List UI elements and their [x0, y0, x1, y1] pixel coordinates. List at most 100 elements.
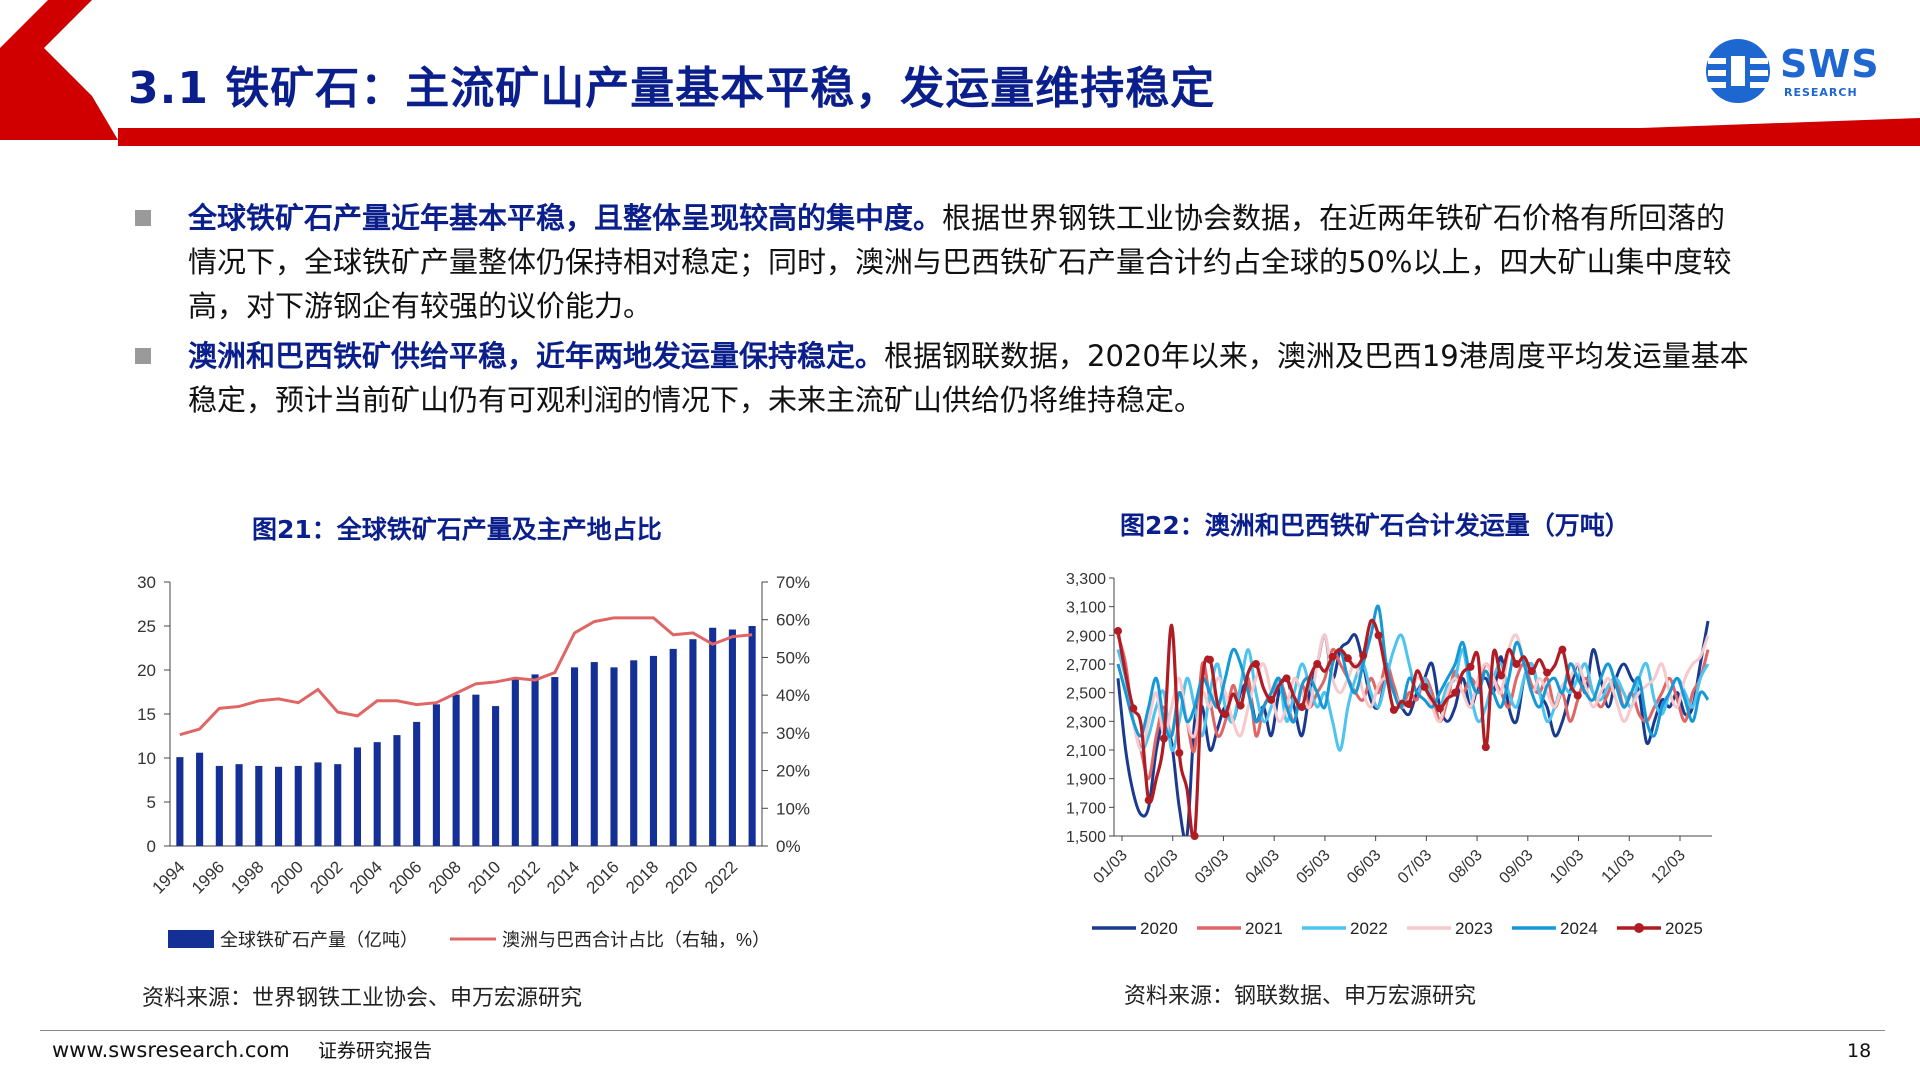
bullet-item: 澳洲和巴西铁矿供给平稳，近年两地发运量保持稳定。根据钢联数据，2020年以来，澳…: [132, 334, 1752, 422]
legend-label-2025: 2025: [1665, 919, 1703, 938]
x-tick-label: 2000: [267, 857, 307, 897]
y-tick-label: 2,300: [1066, 714, 1106, 731]
x-tick-label: 04/03: [1243, 847, 1283, 887]
series-point-2025: [1527, 667, 1536, 676]
production-bar: [452, 694, 460, 846]
x-tick-label: 05/03: [1293, 847, 1333, 887]
production-bar: [689, 639, 697, 846]
x-tick-label: 1994: [149, 857, 189, 897]
production-bar: [570, 667, 579, 846]
x-tick-label: 03/03: [1192, 847, 1232, 887]
series-line-2020: [1116, 620, 1710, 836]
series-point-2025: [1359, 651, 1368, 660]
fig21-title: 图21：全球铁矿石产量及主产地占比: [252, 515, 662, 544]
y-tick-label: 2,700: [1066, 657, 1106, 674]
series-point-2025: [1175, 748, 1184, 757]
series-point-2025: [1374, 631, 1383, 640]
series-point-2025: [1420, 682, 1429, 691]
production-bar: [215, 765, 223, 846]
x-tick-label: 2010: [464, 857, 504, 897]
series-point-2025: [1558, 645, 1567, 654]
production-bar: [294, 765, 302, 846]
production-bar: [610, 667, 618, 846]
share-line: [179, 616, 753, 737]
fig21-source: 资料来源：世界钢铁工业协会、申万宏源研究: [142, 986, 583, 1011]
y-tick-label: 1,900: [1066, 772, 1106, 789]
series-point-2025: [1573, 691, 1582, 700]
x-tick-label: 2004: [346, 857, 386, 897]
bullet-square-icon: [135, 210, 151, 226]
right-tick-label: 10%: [776, 799, 810, 818]
production-bar: [511, 678, 519, 846]
legend-swatch-bar: [168, 930, 214, 948]
left-tick-label: 30: [137, 573, 156, 592]
left-tick-label: 20: [137, 661, 156, 680]
series-point-2025: [1205, 655, 1214, 664]
production-bar: [393, 735, 401, 846]
right-tick-label: 20%: [776, 762, 810, 781]
x-tick-label: 2006: [385, 857, 425, 897]
series-point-2025: [1328, 652, 1337, 661]
right-tick-label: 60%: [776, 611, 810, 630]
series-point-2025: [1451, 688, 1460, 697]
footer-report-label: 证券研究报告: [318, 1040, 433, 1062]
series-point-2025: [1267, 695, 1276, 704]
production-bar: [669, 648, 677, 846]
bullet-square-icon: [135, 348, 151, 364]
production-bar: [748, 626, 756, 846]
x-tick-label: 1996: [188, 857, 228, 897]
production-bar: [314, 762, 322, 846]
bullet-text: 根据世界钢铁工业协会数据，在近两年铁矿石价格有所回落的情况下，全球铁矿产量整体仍…: [188, 201, 1732, 323]
production-bar: [413, 721, 421, 846]
logo-subtext: RESEARCH: [1784, 86, 1858, 99]
fig22-source: 资料来源：钢联数据、申万宏源研究: [1124, 984, 1477, 1009]
production-bar: [334, 764, 342, 846]
y-tick-label: 2,500: [1066, 686, 1106, 703]
production-bar: [373, 742, 381, 846]
x-tick-label: 2014: [543, 857, 583, 897]
series-point-2025: [1144, 796, 1153, 805]
x-tick-label: 2012: [504, 857, 544, 897]
fig22-title: 图22：澳洲和巴西铁矿石合计发运量（万吨）: [1120, 511, 1630, 540]
production-bar: [472, 694, 480, 846]
legend-label-2023: 2023: [1455, 919, 1493, 938]
production-bar: [274, 766, 283, 846]
y-tick-label: 1,700: [1066, 800, 1106, 817]
production-bar: [630, 660, 638, 846]
series-point-2025: [1190, 832, 1199, 840]
x-tick-label: 06/03: [1344, 847, 1384, 887]
series-point-2025: [1497, 671, 1506, 680]
legend-label-2021: 2021: [1245, 919, 1283, 938]
x-tick-label: 2022: [701, 857, 741, 897]
y-tick-label: 3,100: [1066, 600, 1106, 617]
left-tick-label: 0: [147, 837, 156, 856]
series-point-2025: [1389, 705, 1398, 714]
production-bar: [196, 752, 204, 846]
series-point-2025: [1405, 700, 1414, 709]
x-tick-label: 01/03: [1090, 847, 1130, 887]
series-point-2025: [1481, 743, 1490, 752]
series-point-2025: [1159, 734, 1168, 743]
series-point-2025: [1466, 662, 1475, 671]
series-point-2025: [1313, 660, 1322, 668]
right-tick-label: 30%: [776, 724, 810, 743]
production-bar: [728, 629, 736, 846]
x-tick-label: 2016: [583, 857, 623, 897]
production-bar: [353, 747, 362, 846]
series-point-2025: [1129, 704, 1138, 713]
y-tick-label: 1,500: [1066, 829, 1106, 846]
production-bar: [432, 704, 440, 846]
right-tick-label: 40%: [776, 686, 810, 705]
page-title: 3.1 铁矿石：主流矿山产量基本平稳，发运量维持稳定: [128, 63, 1216, 114]
y-tick-label: 2,100: [1066, 743, 1106, 760]
left-tick-label: 5: [147, 793, 156, 812]
series-point-2025: [1435, 704, 1444, 713]
x-tick-label: 2008: [425, 857, 465, 897]
x-tick-label: 02/03: [1141, 847, 1181, 887]
production-bar: [235, 764, 243, 846]
series-point-2025: [1512, 660, 1521, 668]
page-number: 18: [1847, 1040, 1872, 1062]
footer-url[interactable]: www.swsresearch.com: [52, 1038, 290, 1062]
legend-label-2022: 2022: [1350, 919, 1388, 938]
